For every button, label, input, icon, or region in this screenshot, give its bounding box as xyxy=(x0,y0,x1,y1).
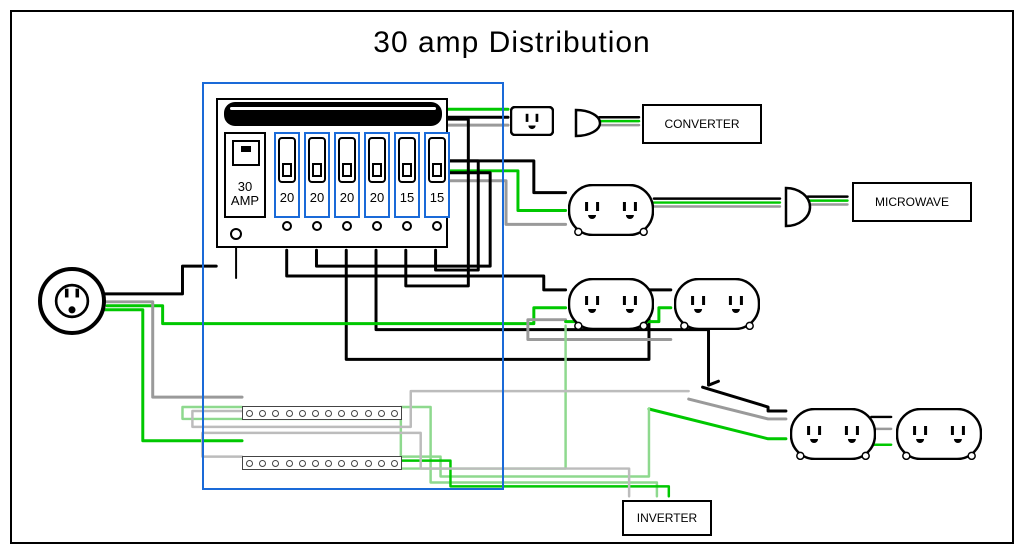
breaker-5-label: 15 xyxy=(394,190,420,205)
breaker-1 xyxy=(274,132,300,218)
breaker-4-terminal-icon xyxy=(364,220,390,234)
inlet-plug-icon xyxy=(38,267,106,335)
outlet-duplex-1-icon xyxy=(568,184,654,236)
wiring-layer xyxy=(12,12,1012,542)
outlet-duplex-2-icon xyxy=(568,278,654,330)
breaker-6 xyxy=(424,132,450,218)
outer-frame: 30 amp Distribution 30 AMP 202020201515 … xyxy=(10,10,1014,544)
breaker-2-terminal-icon xyxy=(304,220,330,234)
breaker-5-terminal-icon xyxy=(394,220,420,234)
breaker-5 xyxy=(394,132,420,218)
outlet-duplex-4-icon xyxy=(790,408,876,460)
diagram-stage: 30 amp Distribution 30 AMP 202020201515 … xyxy=(0,0,1024,554)
main-breaker-label: 30 AMP xyxy=(226,180,264,209)
breaker-2-label: 20 xyxy=(304,190,330,205)
breaker-2 xyxy=(304,132,330,218)
breaker-1-label: 20 xyxy=(274,190,300,205)
breaker-6-label: 15 xyxy=(424,190,450,205)
outlet-duplex-3-icon xyxy=(674,278,760,330)
outlet-duplex-5-icon xyxy=(896,408,982,460)
converter-box: CONVERTER xyxy=(642,104,762,144)
main-breaker-line1: 30 xyxy=(238,179,252,194)
breaker-header-bar xyxy=(224,102,442,126)
microwave-box: MICROWAVE xyxy=(852,182,972,222)
breaker-3 xyxy=(334,132,360,218)
terminal-strip-2 xyxy=(242,456,402,470)
breaker-ground-terminal-icon xyxy=(229,227,243,241)
main-breaker-switch-icon xyxy=(232,140,260,166)
plug-converter-icon xyxy=(574,108,602,143)
inverter-box: INVERTER xyxy=(622,500,712,536)
diagram-title: 30 amp Distribution xyxy=(12,26,1012,60)
breaker-1-terminal-icon xyxy=(274,220,300,234)
terminal-strip-1 xyxy=(242,406,402,420)
breaker-4-label: 20 xyxy=(364,190,390,205)
breaker-4 xyxy=(364,132,390,218)
breaker-3-terminal-icon xyxy=(334,220,360,234)
plug-microwave-icon xyxy=(784,186,812,233)
main-breaker-line2: AMP xyxy=(231,193,259,208)
outlet-single-1-icon xyxy=(510,106,554,136)
breaker-6-terminal-icon xyxy=(424,220,450,234)
breaker-3-label: 20 xyxy=(334,190,360,205)
